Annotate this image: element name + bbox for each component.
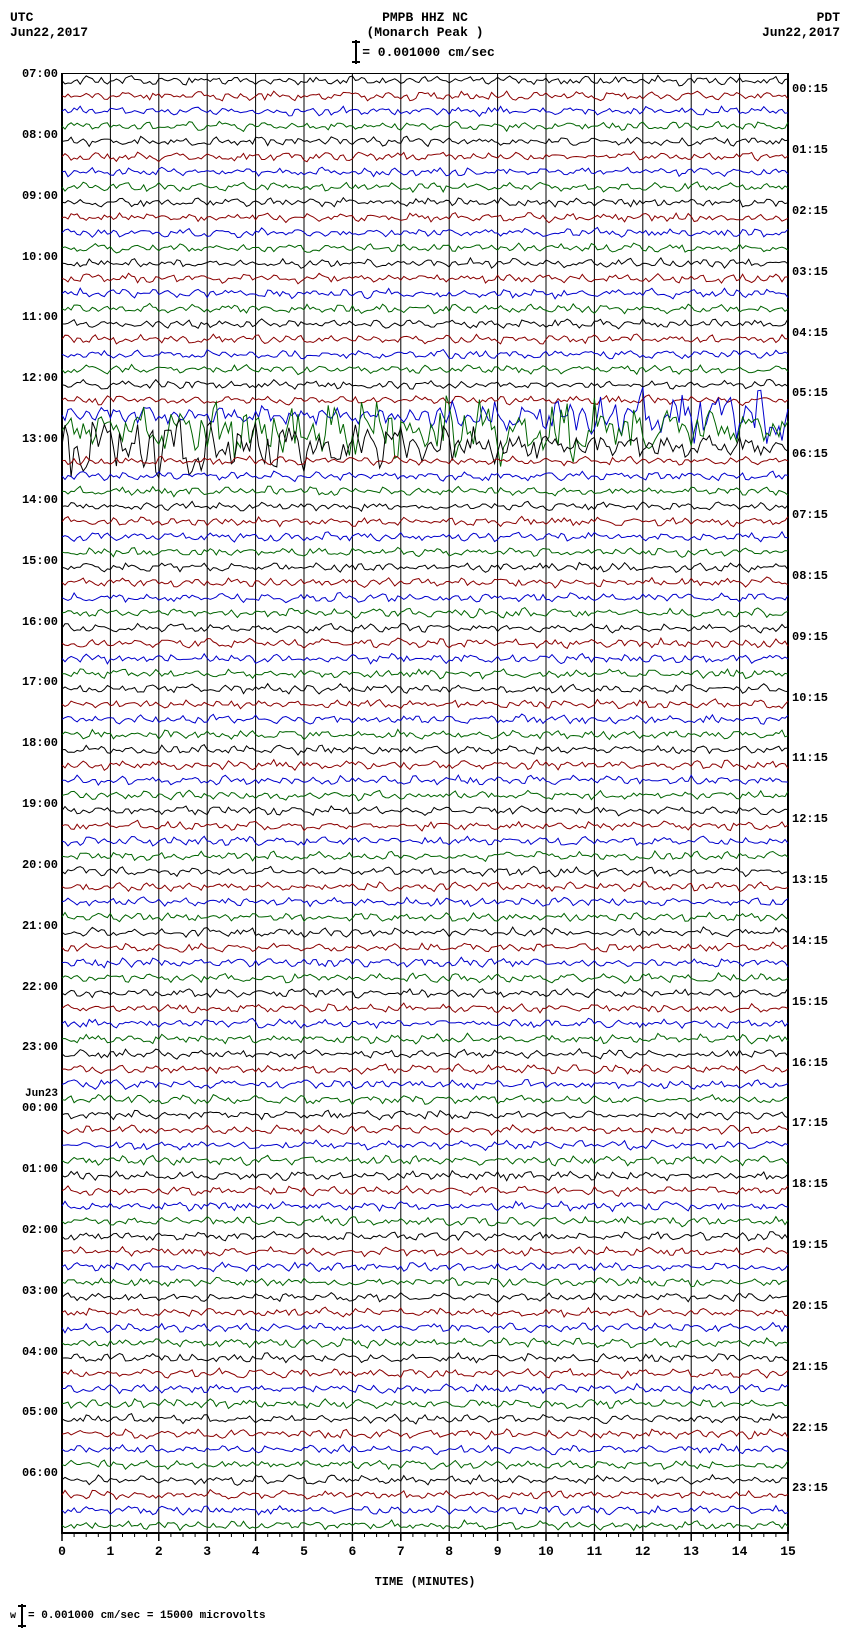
svg-text:9: 9 [494, 1544, 502, 1559]
pdt-hour-label: 21:15 [792, 1360, 840, 1374]
utc-hour-label: 17:00 [10, 675, 58, 689]
scale-bar-icon [355, 40, 357, 64]
pdt-hour-label: 22:15 [792, 1421, 840, 1435]
pdt-hour-label: 23:15 [792, 1481, 840, 1495]
pdt-hour-label: 20:15 [792, 1299, 840, 1313]
svg-text:8: 8 [445, 1544, 453, 1559]
utc-hour-label: 08:00 [10, 128, 58, 142]
utc-hour-label: 03:00 [10, 1284, 58, 1298]
pdt-hour-label: 15:15 [792, 995, 840, 1009]
utc-hour-label: 20:00 [10, 858, 58, 872]
tz-right: PDT [740, 10, 840, 25]
station-name: (Monarch Peak ) [355, 25, 495, 40]
utc-hour-label: 14:00 [10, 493, 58, 507]
utc-hour-label: 22:00 [10, 980, 58, 994]
utc-hour-label: 12:00 [10, 371, 58, 385]
seismogram-container: UTC Jun22,2017 PMPB HHZ NC (Monarch Peak… [10, 10, 840, 1628]
utc-hour-label: 06:00 [10, 1466, 58, 1480]
pdt-hour-label: 06:15 [792, 447, 840, 461]
utc-hour-label: 09:00 [10, 189, 58, 203]
utc-hour-label: 13:00 [10, 432, 58, 446]
utc-hour-label: 04:00 [10, 1345, 58, 1359]
svg-text:13: 13 [683, 1544, 699, 1559]
utc-hour-label: 16:00 [10, 615, 58, 629]
footer-scale: ᴡ = 0.001000 cm/sec = 15000 microvolts [10, 1604, 840, 1628]
pdt-hour-label: 10:15 [792, 691, 840, 705]
plot-area: 0123456789101112131415 07:0008:0009:0010… [10, 73, 840, 1573]
svg-text:7: 7 [397, 1544, 405, 1559]
pdt-hour-label: 02:15 [792, 204, 840, 218]
pdt-hour-label: 18:15 [792, 1177, 840, 1191]
header-center: PMPB HHZ NC (Monarch Peak ) = 0.001000 c… [355, 10, 495, 68]
svg-text:4: 4 [252, 1544, 260, 1559]
utc-hour-label: 10:00 [10, 250, 58, 264]
tz-left: UTC [10, 10, 110, 25]
station-id: PMPB HHZ NC [355, 10, 495, 25]
pdt-hour-label: 16:15 [792, 1056, 840, 1070]
utc-hour-label: 07:00 [10, 67, 58, 81]
x-axis-label: TIME (MINUTES) [10, 1575, 840, 1589]
utc-hour-label: 11:00 [10, 310, 58, 324]
pdt-hour-label: 12:15 [792, 812, 840, 826]
scale-reference: = 0.001000 cm/sec [355, 40, 495, 64]
utc-hour-label: 05:00 [10, 1405, 58, 1419]
pdt-hour-label: 19:15 [792, 1238, 840, 1252]
svg-text:6: 6 [348, 1544, 356, 1559]
svg-text:5: 5 [300, 1544, 308, 1559]
scale-bar-icon [21, 1604, 23, 1628]
pdt-hour-label: 07:15 [792, 508, 840, 522]
svg-text:3: 3 [203, 1544, 211, 1559]
utc-hour-label: 01:00 [10, 1162, 58, 1176]
svg-text:0: 0 [58, 1544, 66, 1559]
pdt-hour-label: 00:15 [792, 82, 840, 96]
pdt-hour-label: 17:15 [792, 1116, 840, 1130]
footer-scale-text: = 0.001000 cm/sec = 15000 microvolts [28, 1610, 266, 1622]
pdt-hour-label: 01:15 [792, 143, 840, 157]
utc-hour-label: 19:00 [10, 797, 58, 811]
utc-hour-label: 15:00 [10, 554, 58, 568]
utc-hour-label: 02:00 [10, 1223, 58, 1237]
utc-hour-label: 21:00 [10, 919, 58, 933]
utc-hour-label: 23:00 [10, 1040, 58, 1054]
pdt-hour-label: 03:15 [792, 265, 840, 279]
svg-text:14: 14 [732, 1544, 748, 1559]
header-right: PDT Jun22,2017 [740, 10, 840, 40]
header: UTC Jun22,2017 PMPB HHZ NC (Monarch Peak… [10, 10, 840, 68]
pdt-hour-label: 08:15 [792, 569, 840, 583]
svg-text:1: 1 [106, 1544, 114, 1559]
svg-text:2: 2 [155, 1544, 163, 1559]
scale-value: = 0.001000 cm/sec [362, 45, 495, 60]
svg-text:11: 11 [587, 1544, 603, 1559]
pdt-hour-label: 14:15 [792, 934, 840, 948]
date-rollover-label: Jun23 [10, 1088, 58, 1100]
seismogram-svg: 0123456789101112131415 [10, 73, 840, 1573]
pdt-hour-label: 04:15 [792, 326, 840, 340]
date-right: Jun22,2017 [740, 25, 840, 40]
svg-text:15: 15 [780, 1544, 796, 1559]
pdt-hour-label: 13:15 [792, 873, 840, 887]
pdt-hour-label: 09:15 [792, 630, 840, 644]
header-left: UTC Jun22,2017 [10, 10, 110, 40]
date-left: Jun22,2017 [10, 25, 110, 40]
svg-text:12: 12 [635, 1544, 651, 1559]
pdt-hour-label: 11:15 [792, 751, 840, 765]
utc-hour-label: 18:00 [10, 736, 58, 750]
utc-hour-label: 00:00 [10, 1101, 58, 1115]
svg-text:10: 10 [538, 1544, 554, 1559]
pdt-hour-label: 05:15 [792, 386, 840, 400]
